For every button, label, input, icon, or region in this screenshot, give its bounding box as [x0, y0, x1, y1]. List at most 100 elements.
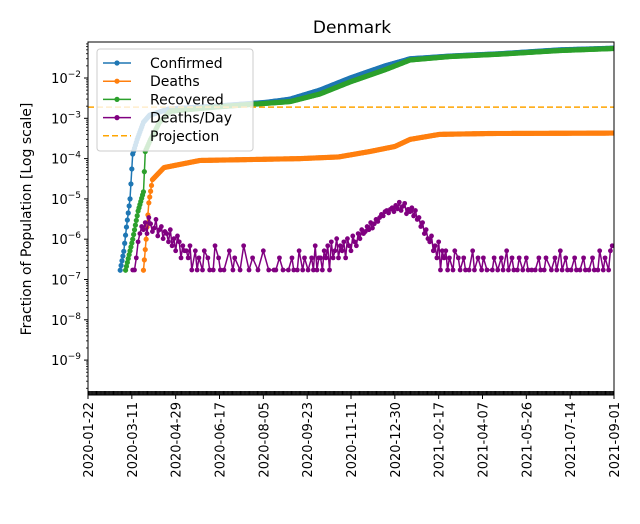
deaths-day-point	[137, 231, 143, 237]
recovered-point	[127, 248, 133, 254]
deaths-day-point	[330, 255, 336, 261]
confirmed-point	[117, 267, 123, 273]
deaths-day-point	[305, 267, 311, 273]
deaths-day-point	[577, 267, 583, 273]
deaths-day-point	[155, 233, 161, 239]
legend-item-recovered: Recovered	[103, 92, 224, 108]
y-tick-exponent: −6	[68, 231, 82, 241]
deaths-day-point	[523, 255, 529, 261]
deaths-day-point	[144, 231, 150, 237]
deaths-day-point	[581, 255, 586, 261]
deaths-day-point	[189, 267, 195, 273]
deaths-day-point	[169, 243, 175, 249]
deaths-point	[611, 130, 614, 136]
deaths-day-point	[516, 255, 522, 261]
deaths-day-point	[445, 267, 451, 273]
deaths-point	[148, 182, 155, 189]
deaths-day-point	[520, 267, 526, 273]
deaths-day-point	[184, 248, 189, 254]
deaths-day-point	[309, 255, 315, 261]
deaths-day-point	[312, 243, 318, 249]
x-tick-label: 2020-06-17	[214, 402, 229, 478]
legend-marker	[114, 96, 120, 102]
deaths-day-point	[590, 255, 595, 261]
deaths-day-point	[153, 217, 159, 222]
confirmed-point	[122, 232, 129, 238]
deaths-day-point	[389, 205, 395, 211]
deaths-day-point	[321, 248, 327, 254]
deaths-day-point	[201, 248, 207, 254]
deaths-day-point	[602, 255, 608, 261]
recovered-point	[125, 255, 131, 262]
recovered-point	[126, 252, 132, 258]
deaths-point	[140, 267, 147, 273]
deaths-day-point	[355, 231, 361, 237]
deaths-day-point	[302, 255, 307, 261]
y-tick-exponent: −5	[68, 191, 81, 201]
deaths-day-point	[538, 267, 544, 273]
deaths-day-point	[337, 243, 343, 249]
recovered-point	[129, 240, 135, 246]
y-tick-base: 10	[51, 153, 68, 168]
deaths-day-point	[212, 243, 218, 249]
deaths-day-point	[146, 215, 152, 220]
deaths-day-point	[466, 267, 472, 273]
deaths-day-point	[582, 267, 588, 273]
deaths-day-point	[475, 255, 481, 261]
y-tick-base: 10	[51, 112, 68, 127]
deaths-day-point	[554, 267, 560, 273]
deaths-day-point	[334, 236, 340, 242]
deaths-day-point	[135, 239, 141, 245]
deaths-day-point	[142, 220, 148, 226]
deaths-day-point	[402, 200, 408, 206]
deaths-day-point	[176, 239, 182, 245]
deaths-point	[142, 246, 148, 253]
recovered-point	[133, 217, 139, 224]
deaths-day-point	[391, 209, 397, 215]
deaths-day-line	[132, 201, 613, 273]
deaths-day-point	[285, 267, 291, 273]
deaths-day-point	[325, 243, 331, 249]
deaths-day-point	[151, 225, 157, 231]
deaths-day-point	[192, 248, 198, 254]
deaths-day-point	[600, 267, 606, 273]
deaths-day-point	[565, 267, 570, 273]
deaths-day-point	[332, 248, 338, 254]
deaths-day-point	[434, 255, 440, 261]
deaths-day-point	[495, 267, 501, 273]
legend-label: Confirmed	[150, 56, 223, 72]
y-tick-base: 10	[51, 354, 68, 369]
deaths-day-point	[457, 267, 463, 273]
recovered-point	[123, 263, 130, 269]
chart-title: Denmark	[313, 18, 391, 38]
deaths-day-point	[250, 255, 255, 261]
deaths-day-point	[158, 224, 164, 229]
deaths-day-point	[552, 255, 558, 261]
deaths-day-point	[591, 267, 597, 273]
deaths-day-point	[216, 255, 222, 261]
deaths-point	[143, 236, 149, 242]
y-tick-label: 10−3	[51, 110, 81, 127]
deaths-point	[148, 188, 154, 194]
deaths-day-point	[380, 213, 386, 219]
y-tick-exponent: −8	[68, 312, 82, 322]
deaths-day-point	[420, 220, 425, 226]
deaths-day-point	[438, 267, 443, 273]
deaths-day-point	[273, 267, 279, 273]
deaths-day-point	[207, 267, 213, 273]
confirmed-point	[121, 248, 127, 254]
deaths-day-point	[141, 227, 146, 233]
x-tick-label: 2020-09-23	[301, 402, 316, 478]
deaths-day-point	[572, 255, 578, 261]
deaths-day-point	[205, 255, 211, 261]
legend-item-deaths-day: Deaths/Day	[103, 111, 232, 127]
deaths-day-point	[217, 267, 223, 273]
deaths-day-point	[132, 267, 137, 273]
deaths-day-point	[608, 248, 613, 254]
deaths-day-point	[404, 211, 409, 217]
legend-marker	[114, 115, 120, 121]
deaths-day-point	[480, 255, 486, 261]
deaths-day-point	[291, 267, 297, 273]
deaths-day-point	[359, 227, 365, 233]
deaths-day-point	[491, 255, 497, 261]
